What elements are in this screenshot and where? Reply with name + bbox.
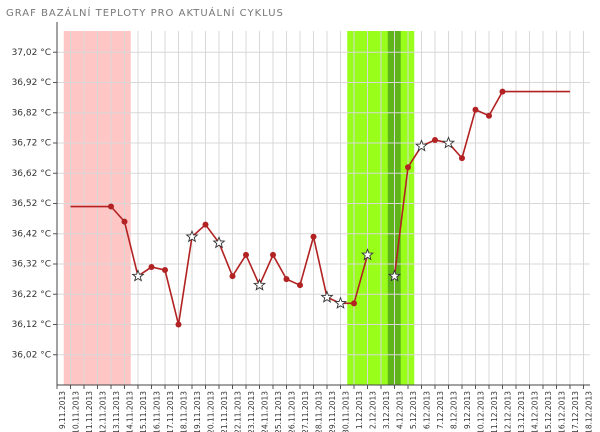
x-tick-label: 16.11.2013 bbox=[153, 391, 162, 432]
x-tick-label: 6.12.2013 bbox=[423, 391, 432, 429]
x-tick-label: 11.12.2013 bbox=[490, 391, 499, 432]
temperature-line bbox=[70, 90, 570, 325]
star-point bbox=[320, 290, 334, 303]
x-tick-label: 18.11.2013 bbox=[180, 391, 189, 432]
point bbox=[148, 264, 155, 271]
x-tick-label: 23.11.2013 bbox=[247, 391, 256, 432]
x-tick-label: 21.11.2013 bbox=[220, 391, 229, 432]
x-tick-label: 14.11.2013 bbox=[126, 391, 135, 432]
y-tick-label: 36,82 °C bbox=[12, 108, 51, 118]
star-point bbox=[360, 248, 375, 261]
star-point bbox=[387, 269, 402, 282]
star-point bbox=[441, 136, 456, 149]
point bbox=[270, 251, 276, 258]
y-tick-label: 36,12 °C bbox=[12, 320, 51, 330]
y-tick-label: 36,92 °C bbox=[12, 78, 51, 88]
x-tick-label: 3.12.2013 bbox=[382, 391, 391, 429]
point bbox=[175, 321, 182, 328]
point bbox=[472, 106, 479, 113]
x-tick-label: 12.12.2013 bbox=[504, 391, 513, 432]
x-tick-label: 13.12.2013 bbox=[517, 391, 526, 432]
point bbox=[121, 218, 128, 225]
x-tick-label: 18.12.2013 bbox=[585, 391, 594, 432]
point bbox=[405, 164, 411, 171]
star-point bbox=[414, 139, 429, 152]
x-tick-label: 27.11.2013 bbox=[301, 391, 310, 432]
x-tick-label: 11.11.2013 bbox=[85, 391, 94, 432]
x-tick-label: 5.12.2013 bbox=[409, 391, 418, 429]
star-point bbox=[333, 296, 348, 309]
point bbox=[202, 221, 209, 228]
x-tick-label: 9.11.2013 bbox=[58, 391, 67, 429]
x-tick-label: 26.11.2013 bbox=[288, 391, 297, 432]
y-tick-label: 36,02 °C bbox=[12, 350, 51, 360]
x-tick-label: 19.11.2013 bbox=[193, 391, 202, 432]
x-tick-label: 20.11.2013 bbox=[207, 391, 216, 432]
point bbox=[459, 155, 465, 162]
x-tick-label: 30.11.2013 bbox=[342, 391, 351, 432]
x-tick-label: 16.12.2013 bbox=[558, 391, 567, 432]
x-tick-label: 28.11.2013 bbox=[315, 391, 324, 432]
x-tick-label: 25.11.2013 bbox=[274, 391, 283, 432]
star-point bbox=[252, 278, 267, 291]
x-tick-label: 4.12.2013 bbox=[396, 391, 405, 429]
point bbox=[432, 136, 438, 143]
y-tick-label: 36,62 °C bbox=[12, 169, 51, 179]
y-tick-label: 36,52 °C bbox=[12, 199, 51, 209]
x-tick-label: 12.11.2013 bbox=[99, 391, 108, 432]
point bbox=[108, 203, 114, 210]
star-point bbox=[185, 229, 199, 243]
point bbox=[297, 282, 303, 289]
x-tick-label: 1.12.2013 bbox=[355, 391, 364, 429]
x-tick-label: 8.12.2013 bbox=[450, 391, 459, 429]
y-tick-label: 36,72 °C bbox=[12, 139, 51, 149]
x-tick-label: 13.11.2013 bbox=[112, 391, 121, 432]
x-tick-label: 9.12.2013 bbox=[463, 391, 472, 429]
x-tick-label: 15.12.2013 bbox=[544, 391, 553, 432]
point bbox=[283, 276, 290, 283]
star-point bbox=[212, 235, 226, 249]
x-tick-label: 14.12.2013 bbox=[531, 391, 540, 432]
point bbox=[229, 273, 236, 280]
x-tick-label: 2.12.2013 bbox=[369, 391, 378, 429]
x-tick-label: 10.11.2013 bbox=[72, 391, 81, 432]
y-tick-label: 36,42 °C bbox=[12, 229, 51, 239]
point bbox=[310, 233, 317, 240]
y-tick-label: 37,02 °C bbox=[12, 48, 51, 58]
point bbox=[486, 112, 492, 119]
point bbox=[162, 267, 168, 274]
x-tick-label: 7.12.2013 bbox=[436, 391, 445, 429]
x-tick-label: 17.11.2013 bbox=[166, 391, 175, 432]
chart-title: GRAF BAZÁLNÍ TEPLOTY PRO AKTUÁLNÍ CYKLUS bbox=[6, 6, 284, 19]
x-tick-label: 17.12.2013 bbox=[571, 391, 580, 432]
point bbox=[243, 251, 249, 258]
x-tick-label: 24.11.2013 bbox=[261, 391, 270, 432]
x-tick-label: 22.11.2013 bbox=[234, 391, 243, 432]
star-point bbox=[131, 269, 145, 282]
y-tick-label: 36,22 °C bbox=[12, 290, 51, 300]
y-tick-label: 36,32 °C bbox=[12, 260, 51, 270]
point bbox=[351, 300, 357, 307]
x-tick-label: 29.11.2013 bbox=[328, 391, 337, 432]
x-tick-label: 10.12.2013 bbox=[477, 391, 486, 432]
point bbox=[499, 88, 506, 95]
x-tick-label: 15.11.2013 bbox=[139, 391, 148, 432]
